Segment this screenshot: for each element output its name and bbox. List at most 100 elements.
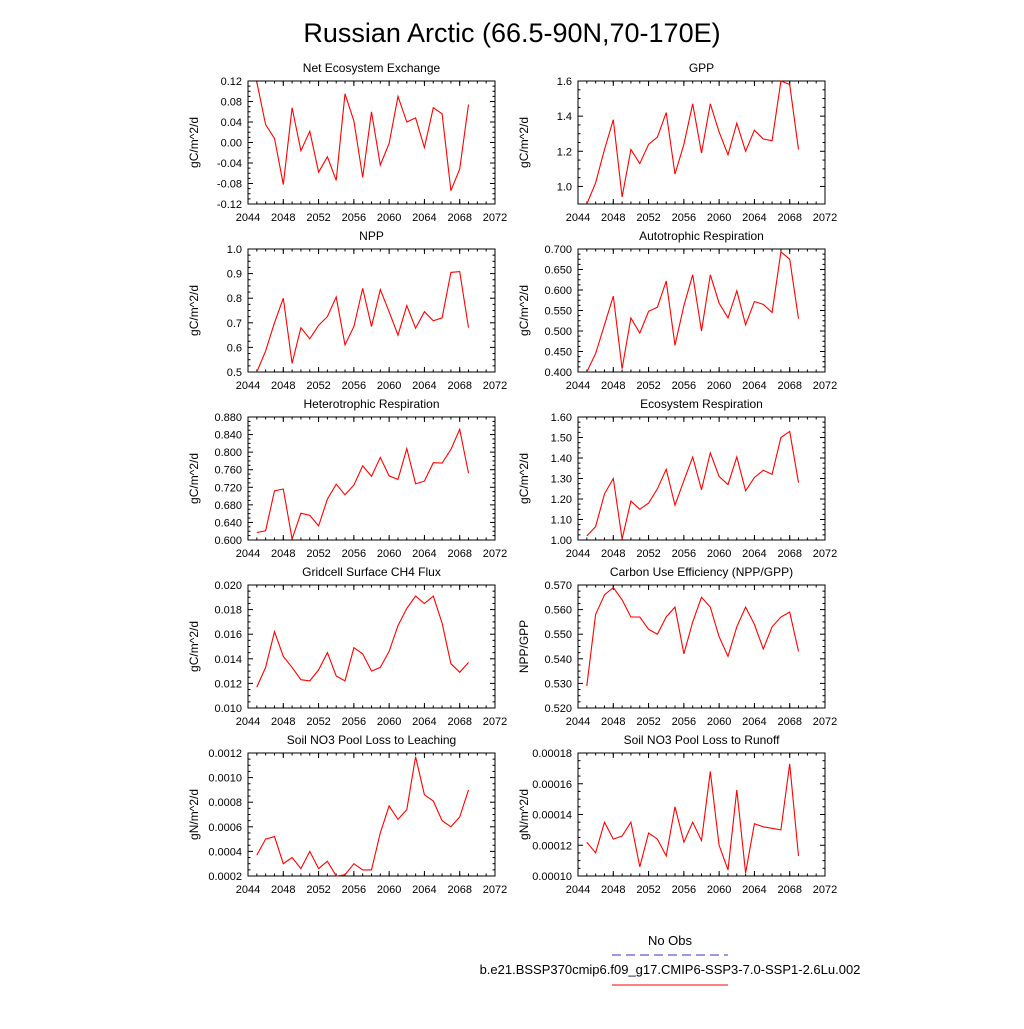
panel-title: Net Ecosystem Exchange — [303, 61, 441, 75]
x-tick-label: 2064 — [412, 212, 436, 224]
y-axis-label: gN/m^2/d — [187, 789, 201, 840]
plot-frame — [247, 584, 496, 709]
x-tick-label: 2048 — [271, 380, 295, 392]
x-tick-label: 2044 — [566, 212, 590, 224]
plot-frame — [577, 416, 826, 541]
plot-frame — [247, 416, 496, 541]
x-tick-label: 2072 — [483, 884, 507, 896]
y-axis-label: NPP/GPP — [517, 620, 531, 673]
x-tick-label: 2064 — [742, 380, 766, 392]
figure-title: Russian Arctic (66.5-90N,70-170E) — [303, 18, 720, 48]
series-line — [586, 586, 800, 686]
chart-panel-5: Ecosystem Respiration gC/m^2/d 2044 2048 205… — [517, 397, 837, 560]
y-tick-label: 1.2 — [557, 146, 572, 158]
y-tick-label: 1.20 — [551, 494, 572, 506]
y-tick-label: 0.880 — [214, 412, 242, 424]
x-tick-label: 2064 — [412, 548, 436, 560]
panel-title: Soil NO3 Pool Loss to Runoff — [624, 733, 781, 747]
y-tick-label: 0.010 — [214, 703, 242, 715]
x-tick-label: 2048 — [601, 212, 625, 224]
chart-panel-4: Heterotrophic Respiration gC/m^2/d 2044 204… — [187, 397, 507, 560]
x-tick-label: 2056 — [672, 380, 696, 392]
y-tick-label: 0.00 — [221, 138, 242, 150]
y-tick-label: 0.540 — [544, 654, 572, 666]
x-tick-label: 2072 — [483, 212, 507, 224]
panel-title: Ecosystem Respiration — [640, 397, 763, 411]
y-tick-label: 0.08 — [221, 97, 242, 109]
y-tick-label: 0.9 — [227, 269, 242, 281]
y-tick-label: 0.00010 — [532, 871, 572, 883]
y-axis-label: gC/m^2/d — [187, 453, 201, 504]
y-tick-label: 0.014 — [214, 654, 242, 666]
x-tick-label: 2056 — [342, 548, 366, 560]
y-tick-label: 0.0012 — [208, 748, 242, 760]
panel-title: Carbon Use Efficiency (NPP/GPP) — [610, 565, 793, 579]
chart-panels: Net Ecosystem Exchange gC/m^2/d 2044 2048 20… — [187, 61, 837, 896]
y-tick-label: 0.550 — [544, 306, 572, 318]
y-tick-label: 1.10 — [551, 515, 572, 527]
y-axis-label: gC/m^2/d — [517, 117, 531, 168]
y-tick-label: 0.00016 — [532, 779, 572, 791]
x-tick-label: 2072 — [813, 212, 837, 224]
legend-obs-label: No Obs — [648, 933, 693, 948]
y-tick-label: 0.840 — [214, 430, 242, 442]
y-tick-label: 0.018 — [214, 605, 242, 617]
y-tick-label: 0.0010 — [208, 773, 242, 785]
x-tick-label: 2048 — [271, 548, 295, 560]
x-tick-label: 2072 — [483, 380, 507, 392]
plot-frame — [577, 584, 826, 709]
y-tick-label: 0.020 — [214, 580, 242, 592]
y-tick-label: 0.550 — [544, 629, 572, 641]
x-tick-label: 2064 — [412, 380, 436, 392]
x-tick-label: 2060 — [707, 380, 731, 392]
x-tick-label: 2048 — [601, 716, 625, 728]
x-tick-label: 2052 — [636, 548, 660, 560]
y-tick-label: 0.560 — [544, 605, 572, 617]
chart-panel-0: Net Ecosystem Exchange gC/m^2/d 2044 2048 20… — [187, 61, 507, 224]
series-line — [256, 756, 470, 877]
panel-title: Autotrophic Respiration — [639, 229, 764, 243]
y-tick-label: 0.0008 — [208, 797, 242, 809]
plot-frame — [247, 80, 496, 205]
y-tick-label: 1.00 — [551, 535, 572, 547]
x-tick-label: 2052 — [306, 884, 330, 896]
panel-title: Soil NO3 Pool Loss to Leaching — [287, 733, 456, 747]
x-tick-label: 2056 — [672, 716, 696, 728]
y-tick-label: 0.520 — [544, 703, 572, 715]
x-tick-label: 2056 — [342, 716, 366, 728]
chart-panel-6: Gridcell Surface CH4 Flux gC/m^2/d 2044 204… — [187, 565, 507, 728]
x-tick-label: 2056 — [342, 884, 366, 896]
y-axis-label: gC/m^2/d — [187, 285, 201, 336]
x-tick-label: 2052 — [636, 716, 660, 728]
y-tick-label: 0.400 — [544, 367, 572, 379]
x-tick-label: 2056 — [672, 212, 696, 224]
x-tick-label: 2060 — [377, 212, 401, 224]
chart-panel-1: GPP gC/m^2/d 2044 2048 2052 2056 2060 2064 2068 2… — [517, 61, 837, 224]
x-tick-label: 2068 — [447, 212, 471, 224]
x-tick-label: 2064 — [742, 884, 766, 896]
x-tick-label: 2044 — [236, 716, 260, 728]
y-tick-label: 0.450 — [544, 347, 572, 359]
x-tick-label: 2052 — [306, 212, 330, 224]
plot-frame — [247, 752, 496, 877]
x-tick-label: 2052 — [636, 380, 660, 392]
y-tick-label: 0.600 — [544, 285, 572, 297]
y-tick-label: 0.00014 — [532, 810, 572, 822]
x-tick-label: 2044 — [566, 380, 590, 392]
y-tick-label: 0.650 — [544, 265, 572, 277]
panel-title: Heterotrophic Respiration — [303, 397, 439, 411]
series-line — [586, 430, 800, 540]
series-line — [256, 595, 469, 688]
x-tick-label: 2072 — [813, 716, 837, 728]
x-tick-label: 2072 — [813, 548, 837, 560]
x-tick-label: 2056 — [672, 884, 696, 896]
y-tick-label: 0.640 — [214, 517, 242, 529]
y-tick-label: 0.0002 — [208, 871, 242, 883]
y-tick-label: 0.720 — [214, 482, 242, 494]
y-axis-label: gC/m^2/d — [517, 453, 531, 504]
x-tick-label: 2048 — [601, 548, 625, 560]
y-tick-label: 1.4 — [557, 111, 572, 123]
series-line — [586, 250, 800, 373]
series-line — [586, 763, 800, 873]
